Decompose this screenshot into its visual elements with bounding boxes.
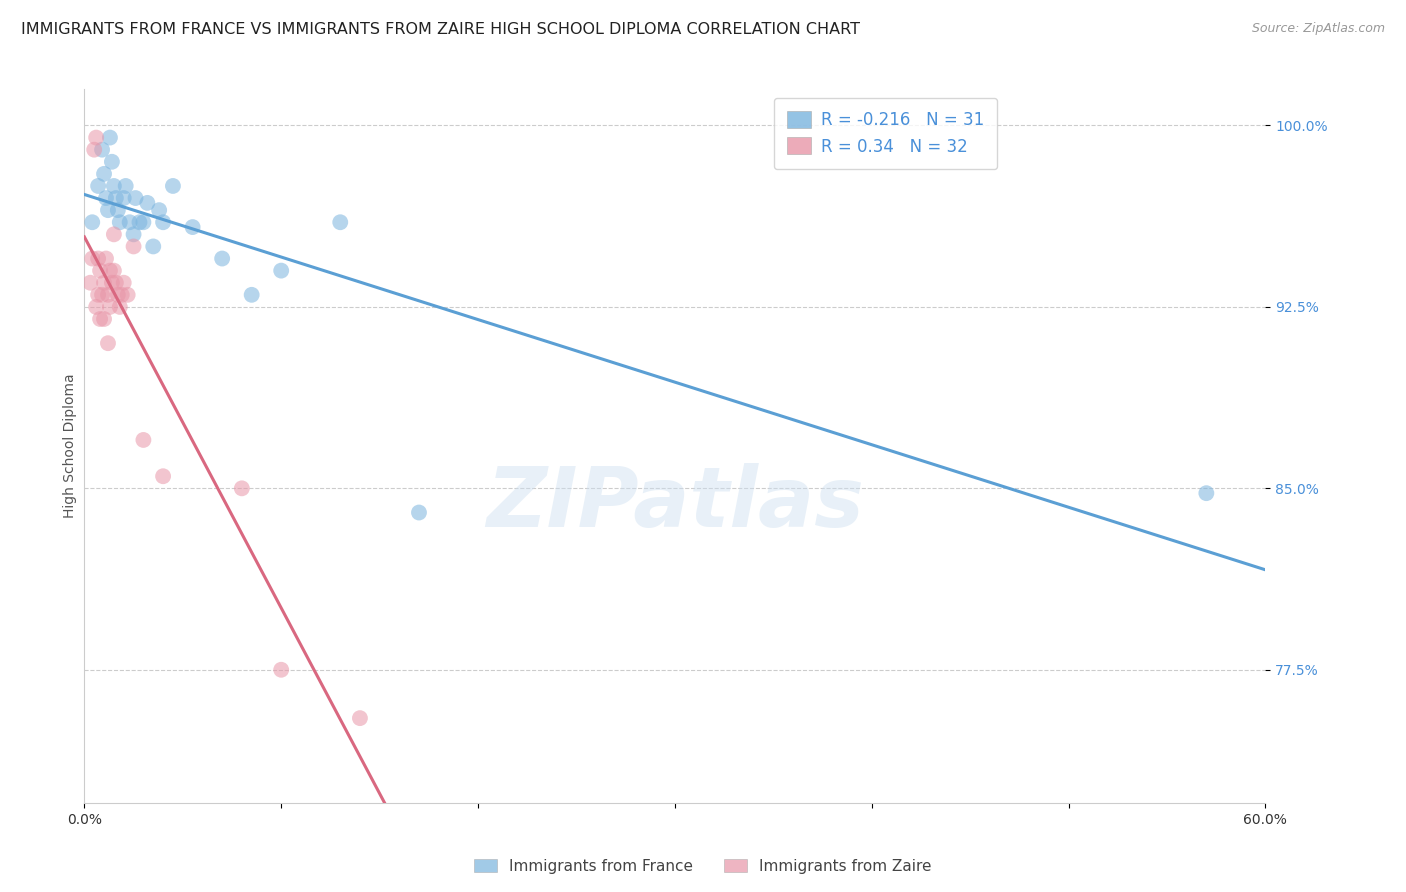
Point [103,227,125,242]
Point [148,203,170,218]
Point [132,433,155,447]
Point [101,276,124,290]
Point [91,288,114,302]
Point [122,227,145,242]
Point [240,288,263,302]
Point [94,252,117,266]
Point [82,252,104,266]
Point [84,300,107,314]
Point [152,215,174,229]
Point [211,252,233,266]
Point [84,130,107,145]
Point [93,312,115,326]
Point [112,191,135,205]
Point [79,276,101,290]
Point [97,336,120,351]
Point [89,312,111,326]
Point [162,178,184,193]
Point [87,252,110,266]
Point [117,288,139,302]
Point [152,469,174,483]
Point [89,263,111,277]
Point [1195,486,1218,500]
Point [103,263,125,277]
Point [98,300,121,314]
Point [408,506,430,520]
Point [111,288,134,302]
Point [108,300,131,314]
Point [98,263,121,277]
Legend: R = -0.216   N = 31, R = 0.34   N = 32: R = -0.216 N = 31, R = 0.34 N = 32 [773,97,997,169]
Point [270,663,292,677]
Point [93,276,115,290]
Point [82,215,104,229]
Text: Source: ZipAtlas.com: Source: ZipAtlas.com [1251,22,1385,36]
Point [181,220,204,235]
Point [87,288,110,302]
Point [104,276,127,290]
Text: IMMIGRANTS FROM FRANCE VS IMMIGRANTS FROM ZAIRE HIGH SCHOOL DIPLOMA CORRELATION : IMMIGRANTS FROM FRANCE VS IMMIGRANTS FRO… [21,22,860,37]
Point [270,263,292,277]
Point [118,215,141,229]
Point [231,481,253,495]
Point [97,288,120,302]
Point [136,195,159,210]
Point [114,178,136,193]
Point [349,711,371,725]
Y-axis label: High School Diploma: High School Diploma [63,374,77,518]
Point [142,239,165,253]
Point [112,276,135,290]
Point [87,178,110,193]
Point [104,191,127,205]
Point [97,203,120,218]
Point [128,215,150,229]
Point [103,178,125,193]
Point [107,288,129,302]
Point [93,167,115,181]
Point [108,215,131,229]
Point [107,203,129,218]
Point [132,215,155,229]
Point [101,154,124,169]
Point [91,143,114,157]
Text: ZIPatlas: ZIPatlas [486,463,863,543]
Point [98,130,121,145]
Point [124,191,146,205]
Legend: Immigrants from France, Immigrants from Zaire: Immigrants from France, Immigrants from … [468,853,938,880]
Point [329,215,352,229]
Point [83,143,105,157]
Point [122,239,145,253]
Point [94,191,117,205]
